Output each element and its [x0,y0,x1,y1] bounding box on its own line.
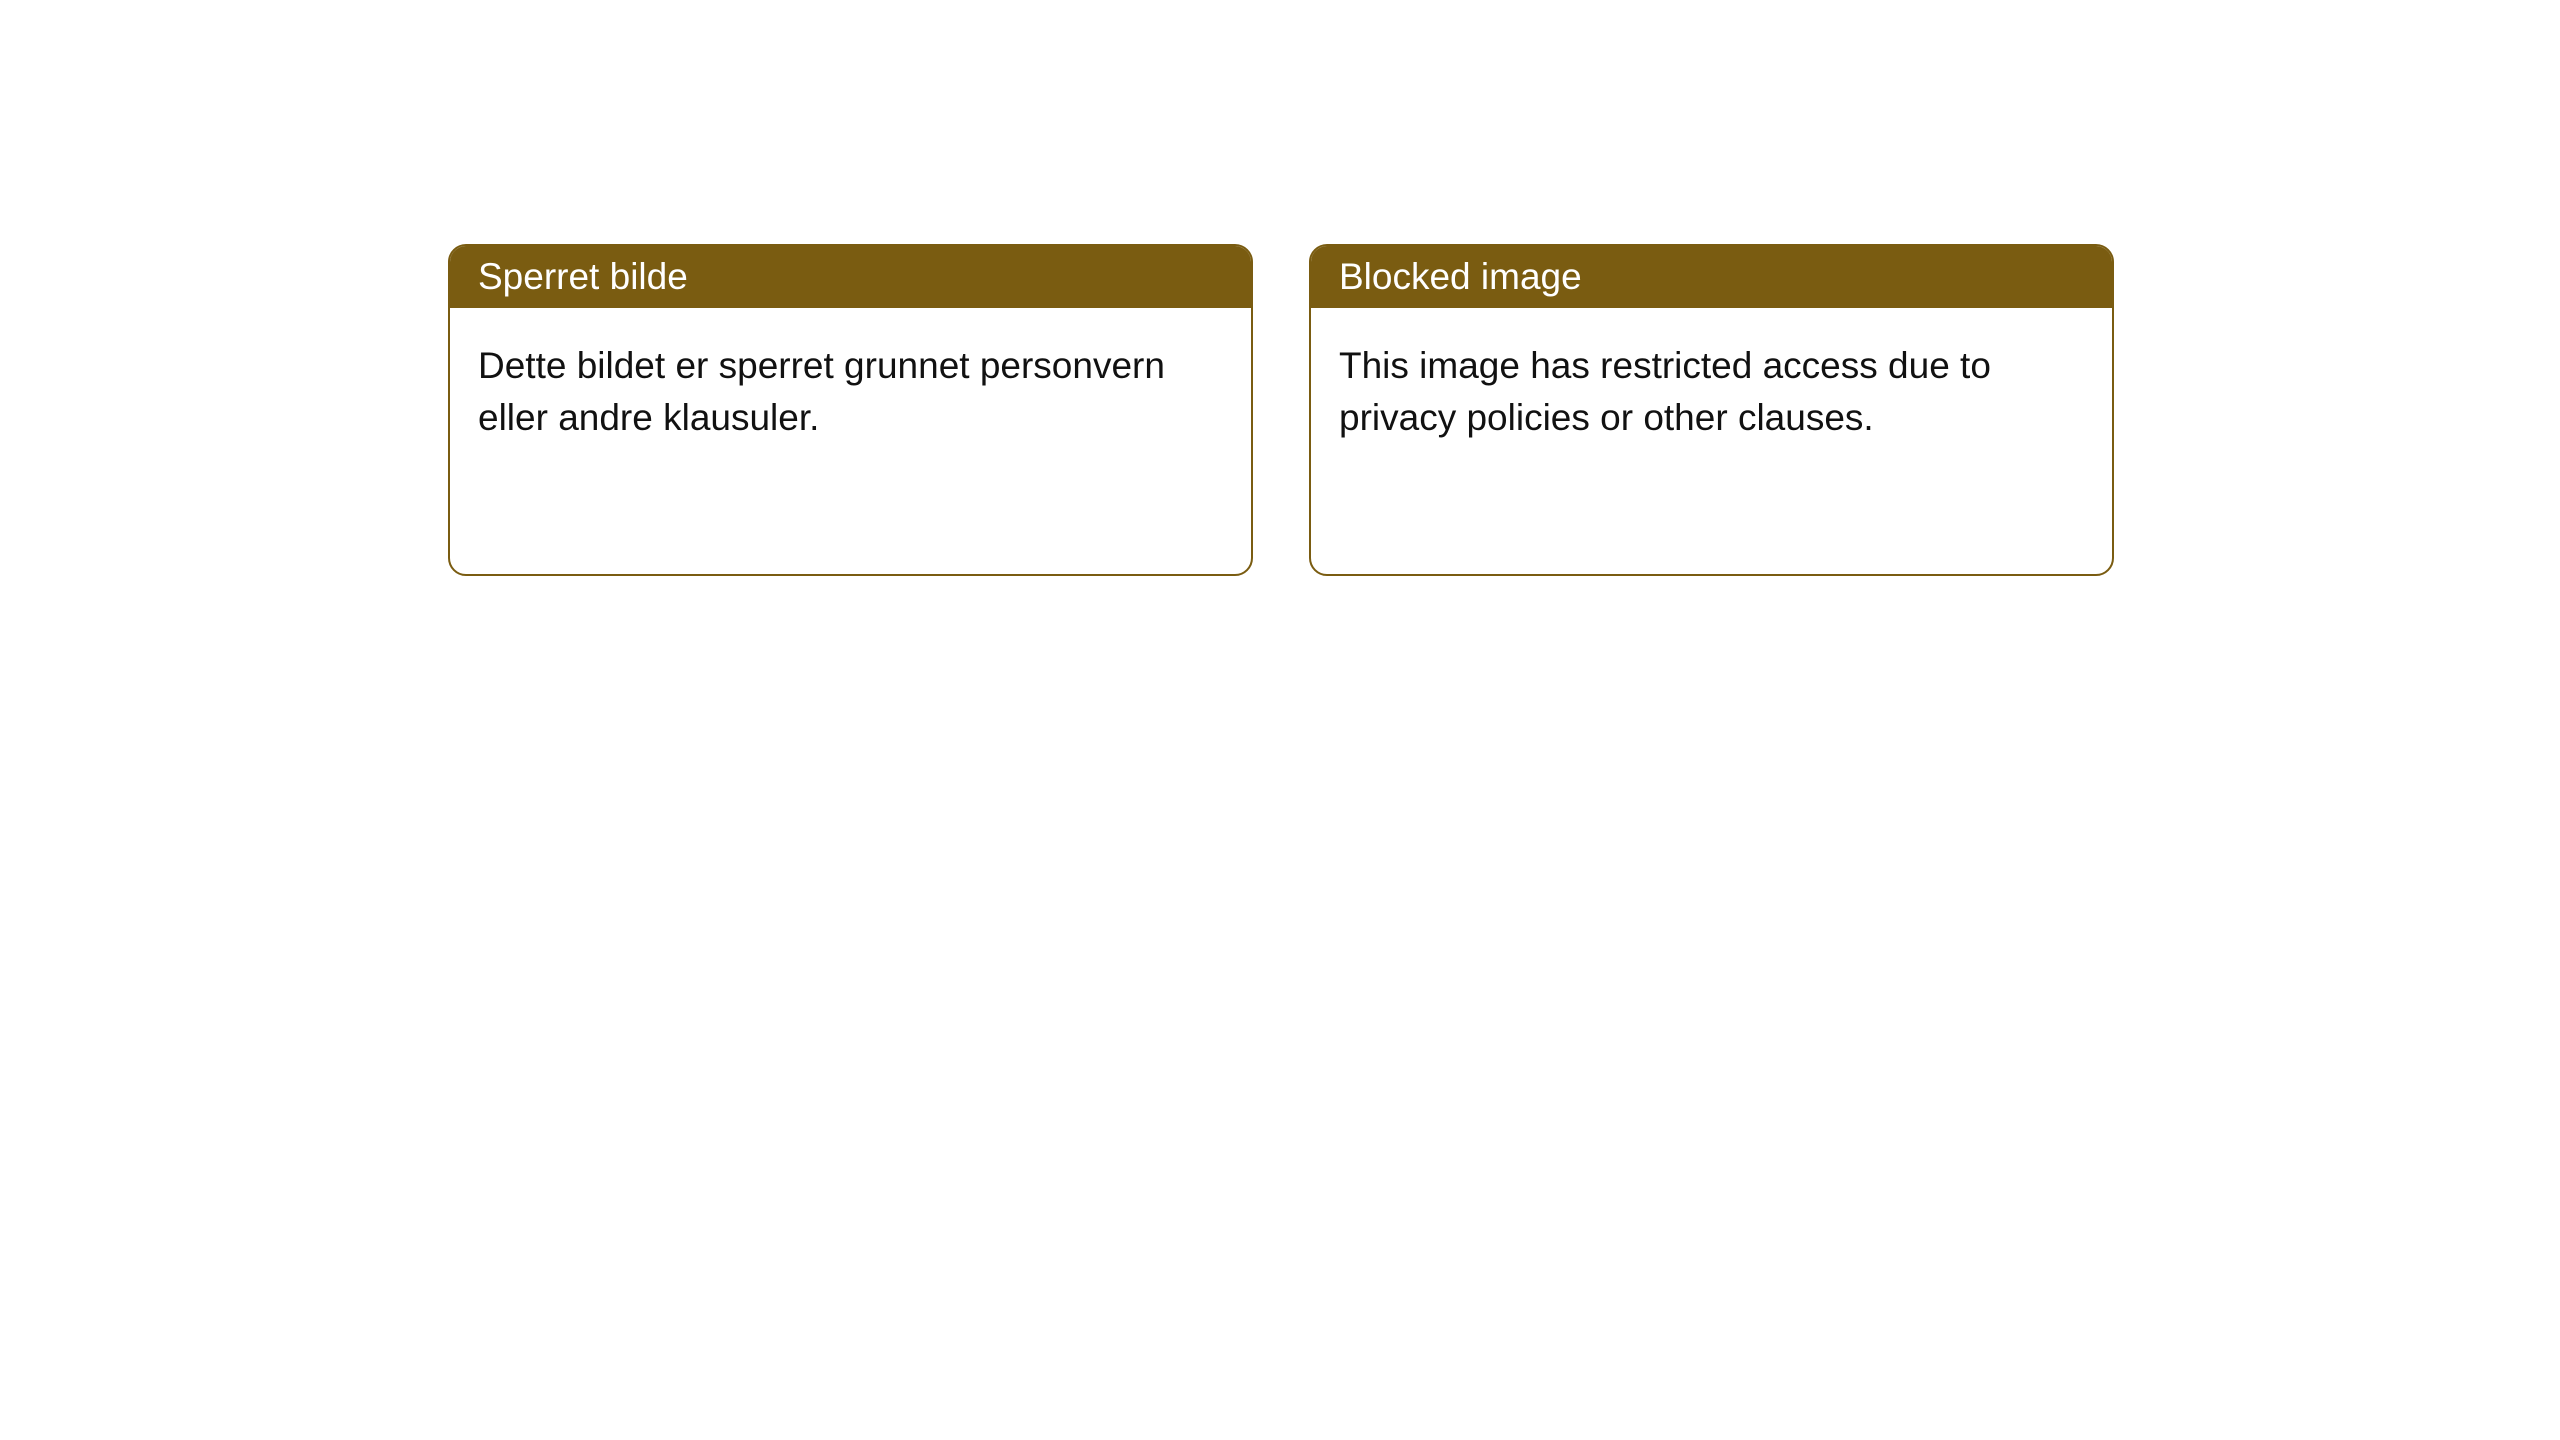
notice-body: Dette bildet er sperret grunnet personve… [450,308,1251,476]
notice-title: Sperret bilde [478,256,688,297]
notice-container: Sperret bilde Dette bildet er sperret gr… [0,0,2560,576]
notice-body: This image has restricted access due to … [1311,308,2112,476]
notice-header: Blocked image [1311,246,2112,308]
notice-box-norwegian: Sperret bilde Dette bildet er sperret gr… [448,244,1253,576]
notice-title: Blocked image [1339,256,1582,297]
notice-body-text: Dette bildet er sperret grunnet personve… [478,345,1165,438]
notice-box-english: Blocked image This image has restricted … [1309,244,2114,576]
notice-header: Sperret bilde [450,246,1251,308]
notice-body-text: This image has restricted access due to … [1339,345,1991,438]
